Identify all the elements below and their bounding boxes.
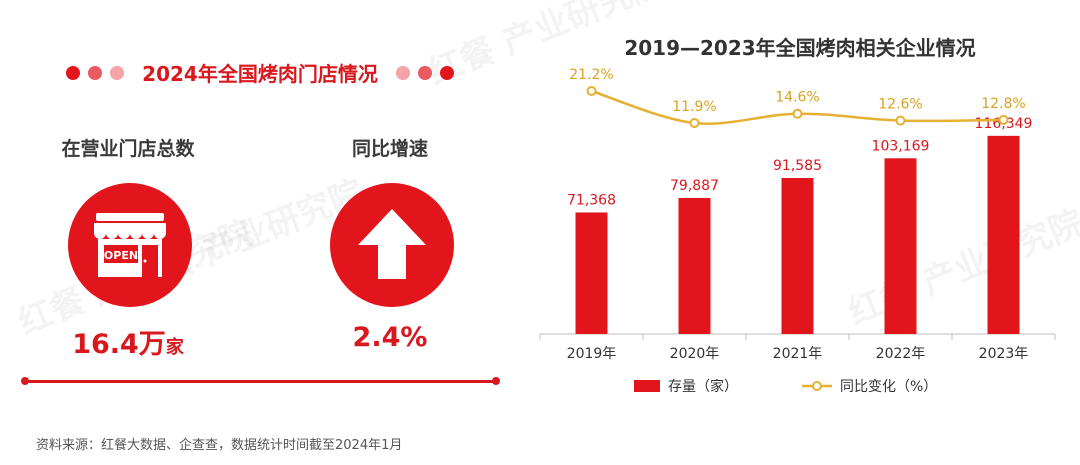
line-point — [586, 86, 597, 96]
bar-value-label: 103,169 — [872, 138, 930, 154]
bar — [781, 178, 814, 334]
decor-dot — [88, 65, 103, 80]
legend-line-label: 同比变化（%） — [840, 379, 938, 395]
store-count-value: 16.4万家 — [28, 322, 228, 361]
store-count-label: 在营业门店总数 — [61, 138, 195, 160]
decor-dot — [395, 65, 410, 80]
bar-value-label: 71,368 — [567, 192, 616, 208]
bar-value-label: 91,585 — [773, 158, 822, 174]
x-tick-label: 2022年 — [876, 346, 926, 362]
open-sign-text: OPEN — [104, 249, 138, 262]
bar — [678, 197, 711, 334]
decor-dot — [439, 65, 454, 80]
decor-dot — [417, 65, 432, 80]
line-value-label: 21.2% — [569, 67, 613, 83]
storefront-icon: OPEN — [94, 213, 166, 277]
bar-value-label: 79,887 — [670, 178, 719, 194]
divider-end-dot — [21, 377, 29, 385]
bar — [575, 212, 608, 334]
source-note: 资料来源：红餐大数据、企查查，数据统计时间截至2024年1月 — [36, 438, 403, 453]
decor-dot — [66, 65, 81, 80]
arrow-up-icon — [358, 209, 426, 279]
chart-legend: 存量（家） 同比变化（%） — [634, 376, 937, 396]
growth-rate-label: 同比增速 — [351, 138, 428, 160]
line-point — [998, 114, 1009, 125]
line-value-label: 14.6% — [775, 90, 819, 106]
legend-line-swatch — [802, 381, 832, 391]
bar — [987, 135, 1020, 334]
decor-dot — [110, 65, 125, 80]
x-tick-label: 2020年 — [670, 346, 720, 362]
left-title-text: 2024年全国烤肉门店情况 — [142, 62, 378, 86]
bar — [884, 158, 917, 334]
line-value-label: 12.8% — [981, 96, 1025, 112]
store-icon-circle: OPEN — [68, 183, 192, 307]
line-point — [792, 108, 803, 119]
store-count-number: 16.4万 — [72, 329, 166, 360]
chart-plot: 71,368 2019年 79,887 2020年 91,585 2021年 103,169… — [539, 67, 1056, 362]
x-tick-label: 2019年 — [567, 346, 617, 362]
x-tick-label: 2021年 — [773, 346, 823, 362]
x-tick-label: 2023年 — [979, 346, 1029, 362]
left-panel-title: 2024年全国烤肉门店情况 — [30, 58, 490, 87]
line-value-label: 11.9% — [672, 99, 716, 115]
divider-end-dot — [492, 377, 500, 385]
chart-title: 2019—2023年全国烤肉相关企业情况 — [624, 36, 976, 60]
line-point — [689, 118, 700, 128]
line-point — [895, 115, 906, 126]
store-count-unit: 家 — [165, 337, 184, 358]
divider-line — [25, 380, 495, 383]
growth-icon-circle — [330, 183, 454, 307]
line-value-label: 12.6% — [878, 97, 922, 113]
legend-bar-swatch — [634, 380, 660, 392]
legend-bar-label: 存量（家） — [668, 379, 738, 395]
growth-rate-value: 2.4% — [352, 322, 428, 353]
